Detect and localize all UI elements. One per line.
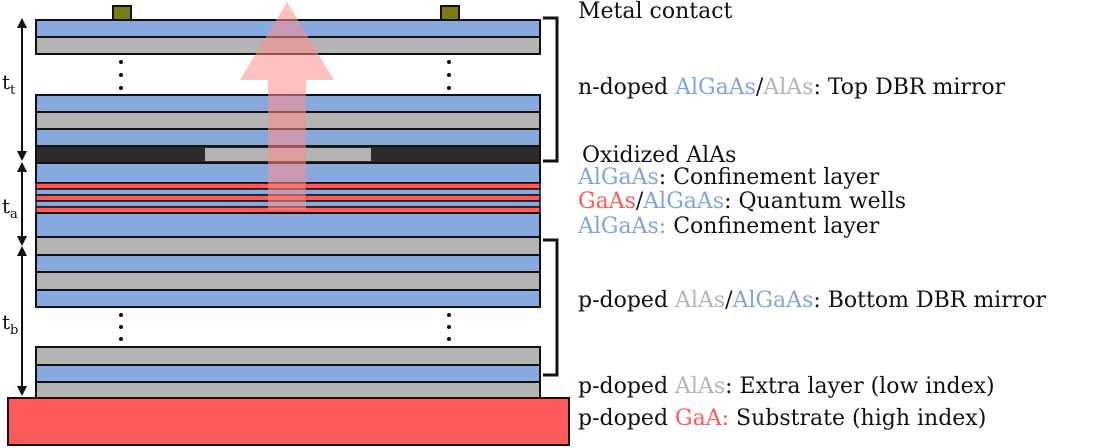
thickness-label-active: ta — [2, 194, 18, 222]
label-top-dbr: n-doped AlGaAs/AlAs: Top DBR mirror — [578, 75, 1006, 100]
thickness-arrow-active — [17, 162, 27, 246]
layer-extra-alas — [35, 381, 541, 399]
layer-bottom-algaas-2 — [35, 289, 541, 308]
label-metal-contact: Metal contact — [578, 0, 733, 24]
label-substrate: p-doped GaA: Substrate (high index) — [578, 406, 987, 431]
emission-arrow — [240, 2, 334, 210]
layer-substrate — [7, 397, 570, 446]
layer-confinement-bottom — [35, 212, 541, 238]
layer-bottom-algaas-1 — [35, 254, 541, 273]
label-confinement-top: AlGaAs: Confinement layer — [578, 165, 880, 190]
metal-contact-right — [440, 5, 460, 21]
bottom-ellipsis — [119, 313, 451, 341]
label-oxide: Oxidized AlAs — [582, 143, 737, 168]
label-quantum-wells: GaAs/AlGaAs: Quantum wells — [578, 189, 907, 214]
label-confinement-bottom: AlGaAs: Confinement layer — [578, 214, 880, 239]
layer-bottom-algaas-3 — [35, 364, 541, 383]
thickness-label-top: tt — [2, 70, 16, 98]
label-bottom-dbr: p-doped AlAs/AlGaAs: Bottom DBR mirror — [578, 288, 1047, 313]
thickness-arrow-bottom — [17, 246, 27, 396]
label-extra-layer: p-doped AlAs: Extra layer (low index) — [578, 374, 995, 399]
layer-bottom-alas-1 — [35, 236, 541, 256]
metal-contact-left — [112, 5, 132, 21]
top-ellipsis — [119, 60, 451, 90]
bracket-top-dbr — [543, 16, 559, 163]
thickness-arrow-top — [17, 18, 27, 161]
layer-bottom-alas-2 — [35, 271, 541, 291]
thickness-label-bottom: tb — [2, 310, 19, 338]
bracket-bottom-dbr — [543, 238, 559, 377]
layer-bottom-alas-3 — [35, 346, 541, 366]
